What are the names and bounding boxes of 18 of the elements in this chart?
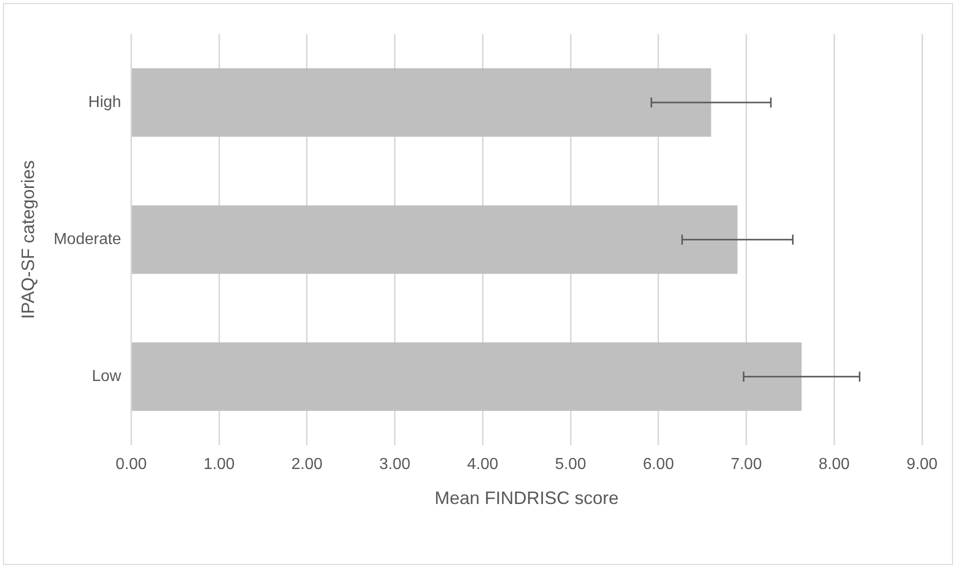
- x-tick-label: 4.00: [467, 456, 498, 474]
- y-axis-title: IPAQ-SF categories: [18, 160, 38, 319]
- x-tick-label: 5.00: [554, 456, 586, 474]
- y-tick-label: High: [88, 94, 122, 111]
- x-tick-label: 8.00: [818, 456, 850, 474]
- x-tick-label: 7.00: [730, 456, 762, 474]
- x-axis-title: Mean FINDRISC score: [434, 488, 619, 508]
- y-tick-label: Moderate: [54, 231, 122, 248]
- x-tick-label: 3.00: [379, 456, 410, 474]
- x-tick-label: 6.00: [642, 456, 674, 474]
- bar: [132, 342, 802, 411]
- x-tick-label: 9.00: [906, 456, 938, 474]
- x-tick-label: 2.00: [291, 456, 323, 474]
- bar: [132, 68, 712, 137]
- y-tick-label: Low: [92, 368, 122, 386]
- x-tick-label: 1.00: [203, 456, 235, 474]
- x-tick-label: 0.00: [116, 456, 147, 474]
- bar: [132, 205, 738, 274]
